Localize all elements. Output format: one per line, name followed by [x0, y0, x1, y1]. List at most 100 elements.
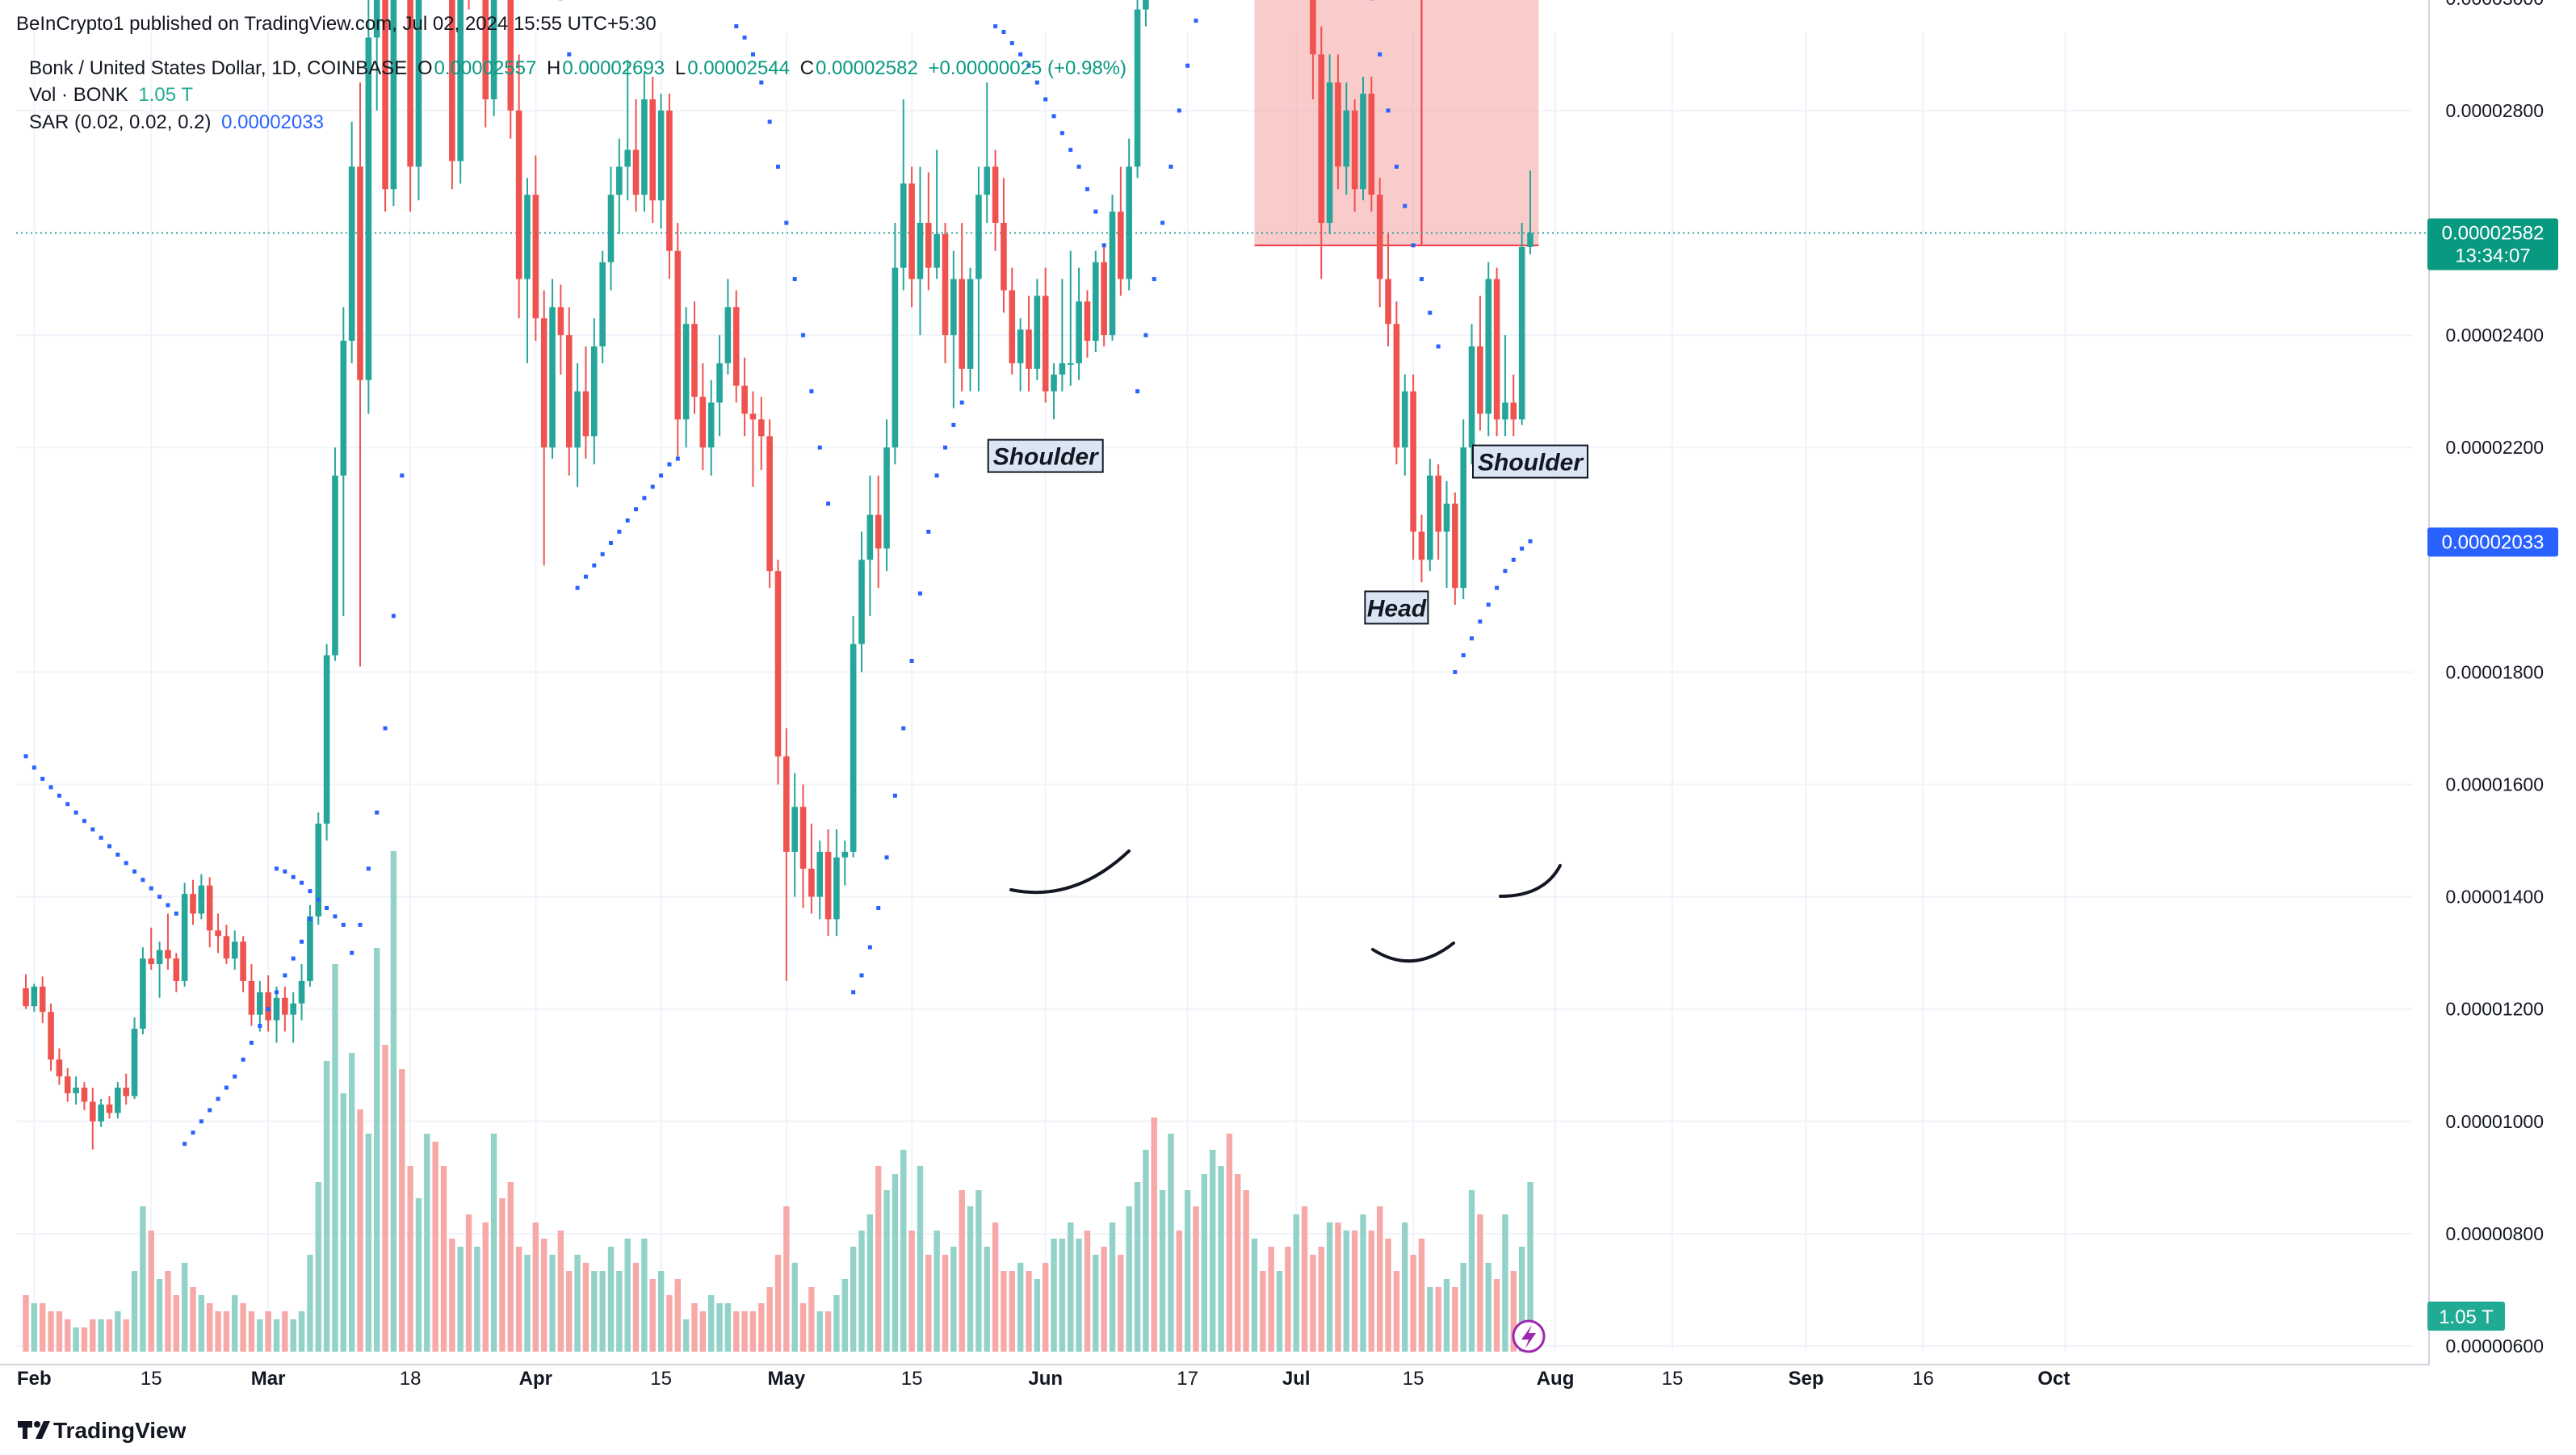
- candle-body: [1427, 475, 1433, 560]
- volume-bar: [257, 1319, 263, 1352]
- sar-dot: [809, 389, 814, 394]
- candle-body: [616, 166, 623, 195]
- volume-bar: [824, 1311, 832, 1352]
- candle-body: [1493, 279, 1500, 420]
- candle-body: [1452, 503, 1458, 589]
- candle-body: [707, 402, 715, 448]
- volume-bar: [315, 1182, 321, 1352]
- volume-label[interactable]: Vol · BONK: [29, 84, 128, 106]
- volume-bar: [557, 1231, 564, 1352]
- tradingview-brand: TradingView: [53, 1418, 187, 1443]
- candle-body: [357, 166, 363, 380]
- candle-body: [691, 324, 698, 397]
- symbol-title[interactable]: Bonk / United States Dollar, 1D, COINBAS…: [29, 57, 408, 79]
- volume-bar: [190, 1287, 196, 1352]
- sar-dot: [166, 903, 170, 908]
- volume-bar: [499, 1198, 506, 1352]
- volume-bar: [440, 1166, 447, 1352]
- volume-bar: [1093, 1255, 1099, 1352]
- sar-dot: [1461, 653, 1466, 658]
- volume-bar: [674, 1279, 681, 1352]
- lightning-icon[interactable]: [1512, 1319, 1546, 1353]
- volume-bar: [106, 1319, 113, 1352]
- sar-dot: [258, 1024, 262, 1029]
- sar-dot: [73, 810, 78, 815]
- candle-body: [298, 980, 305, 1004]
- volume-bar: [1059, 1239, 1066, 1352]
- volume-bar: [1527, 1182, 1533, 1352]
- volume-bar: [1243, 1190, 1249, 1352]
- candle-body: [415, 0, 422, 167]
- volume-bar: [1427, 1287, 1433, 1352]
- candle-body: [240, 941, 246, 981]
- volume-bar: [532, 1222, 539, 1352]
- candle-body: [799, 807, 807, 869]
- volume-bar: [1293, 1214, 1299, 1352]
- volume-bar: [490, 1134, 497, 1352]
- volume-bar: [833, 1295, 840, 1352]
- candle-body: [1376, 195, 1383, 279]
- sar-dot: [767, 120, 772, 124]
- sar-dot: [31, 765, 36, 770]
- pattern-label-shoulder: Shoulder: [1478, 450, 1584, 476]
- candle-body: [758, 419, 765, 437]
- candle-body: [866, 514, 874, 560]
- candle-body: [1485, 279, 1492, 414]
- volume-bar: [875, 1166, 882, 1352]
- sar-dot: [375, 810, 380, 815]
- candle-body: [31, 986, 38, 1007]
- volume-bar: [616, 1271, 623, 1352]
- x-tick-label: 17: [1177, 1368, 1198, 1390]
- y-tick-label: 0.00001000: [2445, 1111, 2544, 1132]
- volume-bar: [1043, 1263, 1049, 1352]
- candle-body: [959, 279, 965, 369]
- candle-body: [1393, 324, 1400, 448]
- candle-body: [599, 262, 606, 347]
- volume-bar: [774, 1255, 782, 1352]
- candle-body: [716, 363, 723, 403]
- volume-bar: [140, 1206, 146, 1352]
- candle-body: [557, 307, 564, 336]
- volume-bar: [783, 1206, 790, 1352]
- sar-label[interactable]: SAR (0.02, 0.02, 0.2): [29, 111, 212, 133]
- sar-badge: 0.00002033: [2442, 531, 2545, 553]
- sar-dot: [892, 793, 897, 798]
- volume-bar: [1176, 1231, 1182, 1352]
- volume-badge-bg: [2427, 1302, 2505, 1331]
- volume-bar: [599, 1271, 606, 1352]
- pattern-label-shoulder: Shoulder: [993, 444, 1100, 471]
- sar-dot: [1135, 389, 1140, 394]
- x-tick-label: 15: [141, 1368, 162, 1390]
- volume-bar: [1001, 1271, 1007, 1352]
- volume-bar: [624, 1239, 631, 1352]
- candle-body: [883, 447, 890, 549]
- candle-body: [732, 307, 740, 386]
- sar-dot: [1453, 669, 1458, 674]
- volume-bar: [741, 1311, 748, 1352]
- volume-bar: [465, 1214, 472, 1352]
- sar-dot: [400, 473, 405, 478]
- candle-body: [315, 824, 322, 916]
- sar-dot: [909, 658, 914, 663]
- volume-bar: [917, 1166, 924, 1352]
- sar-value: 0.00002033: [221, 111, 324, 133]
- sar-dot: [48, 785, 53, 790]
- candle-body: [1009, 290, 1016, 363]
- candle-body: [1510, 402, 1517, 420]
- candle-body: [1126, 166, 1132, 279]
- volume-bar: [1151, 1117, 1157, 1352]
- sar-dot: [1085, 187, 1089, 191]
- volume-bar: [232, 1295, 238, 1352]
- y-tick-label: 0.00001200: [2445, 999, 2544, 1020]
- candle-body: [1134, 9, 1141, 167]
- volume-bar: [724, 1303, 732, 1352]
- candle-body: [407, 0, 413, 167]
- sar-dot: [567, 52, 572, 57]
- volume-bar: [407, 1166, 413, 1352]
- sar-dot: [40, 777, 45, 782]
- sar-dot: [308, 916, 313, 921]
- sar-dot: [291, 956, 296, 961]
- volume-bar: [1251, 1239, 1258, 1352]
